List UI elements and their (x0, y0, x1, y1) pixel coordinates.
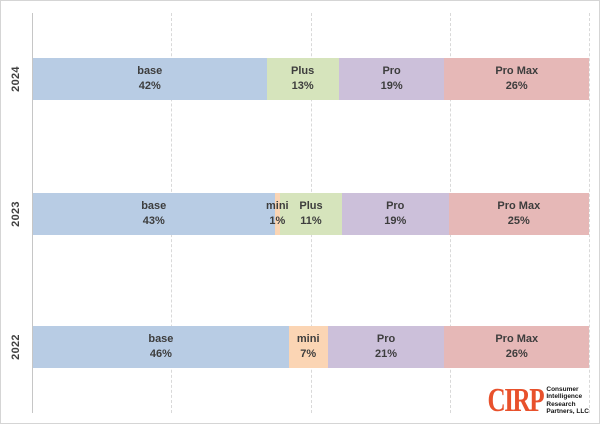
year-label: 2022 (9, 333, 22, 360)
segment-name: Pro Max (495, 65, 539, 77)
bar-segment-2022-base: base 46% (33, 325, 289, 368)
segment-label: base 42% (137, 64, 162, 94)
segment-label: Plus 13% (291, 64, 314, 94)
segment-name: base (141, 199, 167, 212)
segment-name: base (148, 332, 174, 345)
segment-label: Pro Max 25% (497, 199, 540, 229)
segment-name: mini (266, 199, 289, 212)
bar-segment-2024-pro: Pro 19% (338, 58, 445, 100)
cirp-logo: CIRP Consumer Intelligence Research Part… (465, 381, 589, 419)
segment-name: Pro Max (495, 332, 539, 345)
segment-label: Pro Max 26% (495, 332, 538, 362)
logo-text-line: Consumer (546, 385, 579, 393)
segment-label: mini 1% (266, 199, 289, 229)
segment-name: Pro (386, 199, 405, 212)
logo-text-line: Intelligence (546, 393, 583, 401)
bar-segment-2024-plus: Plus 13% (266, 58, 339, 100)
segment-percent: 42% (138, 80, 161, 92)
logo-text-line: Partners, LLC (546, 408, 589, 416)
bar-segment-2024-base: base 42% (33, 58, 267, 100)
segment-label: Pro 19% (384, 199, 406, 229)
segment-percent: 26% (505, 347, 528, 360)
gridline-100pct (589, 13, 590, 413)
bar-row-2023: 2023 base 43% mini 1% Plus 11% Pro 19% Pro Max 25% (10, 192, 589, 235)
segment-name: Plus (291, 65, 315, 77)
segment-percent: 19% (380, 80, 403, 92)
cirp-logo-text: Consumer Intelligence Research Partners,… (546, 386, 589, 416)
bar-segment-2022-mini: mini 7% (288, 325, 328, 368)
bar-segment-2023-base: base 43% (33, 192, 275, 235)
segment-name: Pro (382, 65, 401, 77)
segment-label: Pro Max 26% (495, 64, 538, 94)
segment-percent: 19% (384, 214, 407, 227)
segment-percent: 7% (300, 347, 317, 360)
bar-segment-2023-pro: Pro 19% (341, 192, 449, 235)
segment-label: base 46% (148, 332, 173, 362)
segment-percent: 25% (507, 214, 530, 227)
bar-segment-2023-pro-max: Pro Max 25% (448, 192, 589, 235)
y-axis-line (32, 13, 33, 413)
segment-name: Pro (376, 332, 396, 345)
segment-percent: 43% (142, 214, 165, 227)
bar-segment-2022-pro-max: Pro Max 26% (444, 325, 590, 368)
segment-percent: 11% (300, 214, 322, 227)
segment-name: Pro Max (497, 199, 541, 212)
logo-text-line: Research (546, 400, 576, 408)
segment-percent: 26% (505, 80, 528, 92)
segment-percent: 13% (291, 80, 314, 92)
segment-label: Pro 19% (381, 64, 403, 94)
segment-name: mini (296, 332, 320, 345)
cirp-logo-mark: CIRP (487, 381, 545, 419)
segment-percent: 1% (269, 214, 286, 227)
bar-row-2024: 2024 base 42% Plus 13% Pro 19% Pro Max 26% (10, 58, 589, 100)
year-label: 2024 (9, 66, 22, 92)
segment-label: Plus 11% (299, 199, 322, 229)
segment-name: Plus (299, 199, 323, 212)
segment-label: Pro 21% (375, 332, 397, 362)
segment-label: base 43% (141, 199, 166, 229)
plot-area: 2024 base 42% Plus 13% Pro 19% Pro Max 26% 2023 ba… (10, 13, 590, 413)
segment-name: base (137, 65, 163, 77)
segment-label: mini 7% (297, 332, 320, 362)
bar-row-2022: 2022 base 46% mini 7% Pro 21% Pro Max 26% (10, 325, 590, 368)
bar-segment-2023-mini: mini 1% (266, 192, 289, 235)
year-label: 2023 (9, 200, 22, 227)
segment-percent: 46% (149, 347, 172, 360)
bar-segment-2022-pro: Pro 21% (327, 325, 445, 368)
segment-percent: 21% (375, 347, 398, 360)
bar-segment-2024-pro-max: Pro Max 26% (444, 58, 589, 100)
bar-segment-2023-plus: Plus 11% (280, 192, 342, 235)
